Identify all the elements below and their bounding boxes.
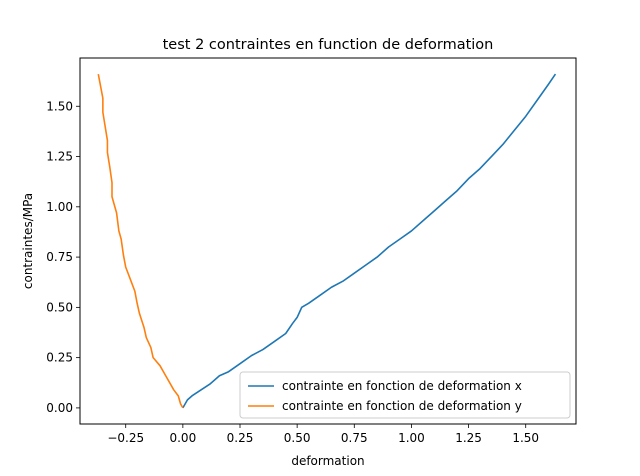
y-tick-label: 1.00 [46,200,73,214]
axes-background [80,58,576,424]
legend-box [239,371,571,419]
x-tick-label: 1.50 [512,431,539,445]
axes-frame [79,57,577,425]
x-axis-title: deformation [291,454,364,468]
y-tick-label: 0.25 [46,351,73,365]
x-tick-label: −0.25 [107,431,144,445]
y-tick-label: 1.25 [46,150,73,164]
chart-title: test 2 contraintes en function de deform… [163,37,494,53]
legend-label-2: contrainte en fonction de deformation y [282,399,522,413]
y-tick-label: 1.50 [46,99,73,113]
y-axis: 0.00 0.25 0.50 0.75 1.00 1.25 1.50 [46,99,80,415]
plot-area: −0.25 0.00 0.25 0.50 0.75 1.00 1.25 1.50 0.000.… [46,57,577,445]
series-layer [97,73,557,409]
y-tick-label: 0.75 [46,250,73,264]
x-tick-label: 0.75 [341,431,368,445]
y-tick-label: 0.50 [46,300,73,314]
series-line-1 [182,73,557,409]
series-line-2 [97,73,184,409]
x-axis: −0.25 0.00 0.25 0.50 0.75 1.00 1.25 1.50 [107,424,539,445]
x-tick-label: 0.00 [169,431,196,445]
x-tick-label: 1.25 [455,431,482,445]
x-tick-label: 0.50 [284,431,311,445]
legend: contrainte en fonction de deformation x c… [239,371,571,419]
legend-label-1: contrainte en fonction de deformation x [282,379,522,393]
x-tick-label: 0.25 [227,431,254,445]
x-tick-label: 1.00 [398,431,425,445]
y-tick-label: 0.00 [46,401,73,415]
y-axis-title: contraintes/MPa [21,193,35,289]
